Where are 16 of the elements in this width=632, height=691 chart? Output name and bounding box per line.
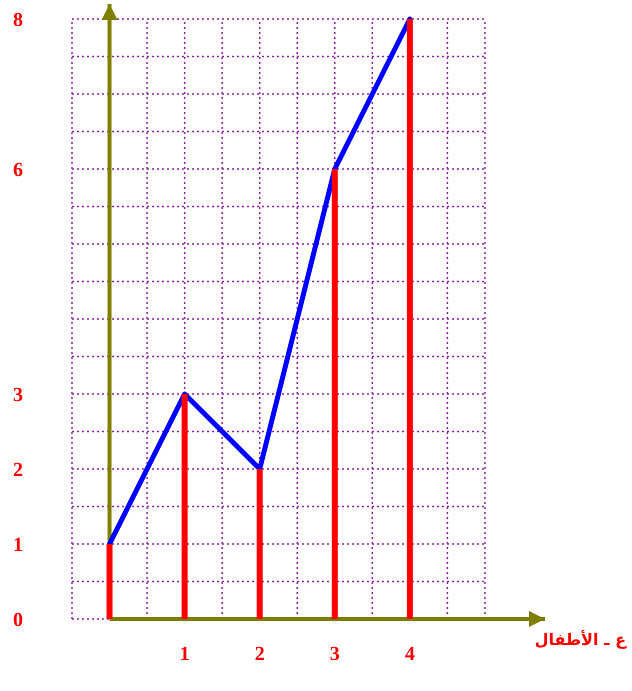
bar xyxy=(106,544,113,619)
bar xyxy=(256,469,263,619)
bar xyxy=(406,19,413,619)
y-tick-label: 1 xyxy=(13,534,23,556)
x-tick-label: 1 xyxy=(180,643,190,665)
bar xyxy=(332,169,338,619)
bar xyxy=(182,394,188,619)
x-tick-label: 2 xyxy=(254,643,265,665)
y-tick-label: 2 xyxy=(13,459,23,481)
x-tick-label: 3 xyxy=(330,643,340,665)
y-tick-label: 0 xyxy=(13,609,23,631)
x-tick-label: 4 xyxy=(404,643,415,665)
x-axis-title: ع ـ الأطفال xyxy=(534,629,628,649)
y-tick-label: 3 xyxy=(13,384,23,406)
y-tick-label: 8 xyxy=(13,9,23,31)
y-tick-label: 6 xyxy=(13,159,23,181)
